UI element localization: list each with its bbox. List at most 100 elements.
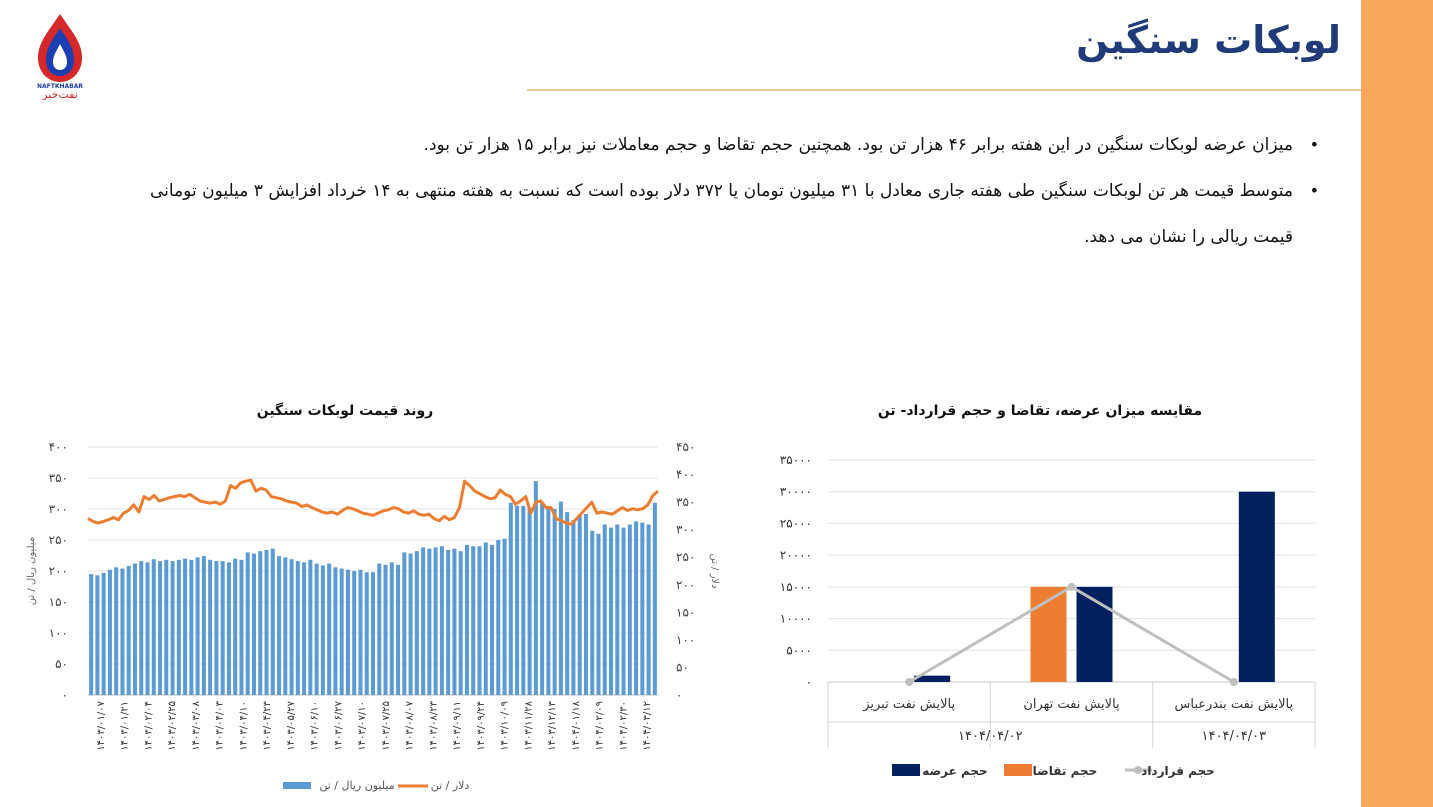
y2-tick-label: ۵۰ (676, 660, 689, 674)
volume-chart-title: مقایسه میزان عرضه، تقاضا و حجم قرارداد- … (877, 403, 1203, 419)
price-bar (352, 571, 357, 695)
y-tick-label: ۳۰۰۰۰ (780, 485, 812, 499)
price-bar (327, 563, 332, 695)
price-bar (602, 524, 607, 695)
y2-tick-label: ۲۰۰ (676, 578, 695, 592)
price-bar (101, 572, 106, 695)
summary-bullets: • میزان عرضه لوبکات سنگین در این هفته بر… (120, 122, 1323, 260)
price-bar (552, 509, 557, 695)
price-bar (433, 547, 438, 695)
legend-line-label: دلار / تن (431, 779, 470, 792)
price-bar (565, 512, 570, 695)
price-bar (521, 505, 526, 695)
price-bar (145, 562, 150, 695)
contract-volume-point (1229, 678, 1238, 686)
usd-price-line (87, 478, 659, 526)
y-tick-label: ۱۰۰ (49, 626, 68, 640)
price-bar (458, 551, 463, 695)
y-tick-label: ۳۵۰ (49, 471, 68, 485)
price-bar (502, 538, 507, 695)
price-bar (176, 559, 181, 695)
price-bar (126, 566, 131, 695)
y2-tick-label: ۲۵۰ (676, 550, 695, 564)
legend-line-label: حجم قرارداد (1141, 764, 1215, 778)
x-tick-label: ۱۴۰۳/۰۶/۲۷ (333, 700, 344, 750)
price-bar (320, 565, 325, 695)
y-tick-label: ۰ (62, 688, 68, 702)
price-bar (389, 562, 394, 695)
page-title: لوبکات سنگین (1076, 18, 1341, 62)
price-bar (596, 533, 601, 695)
price-bar (508, 502, 513, 695)
y-tick-label: ۵۰۰۰ (786, 643, 812, 657)
x-tick-label: ۱۴۰۳/۰۲/۲۵ (167, 701, 178, 751)
price-bar (295, 561, 300, 695)
y2-tick-label: ۰ (676, 688, 682, 702)
y-tick-label: ۲۰۰ (49, 564, 68, 578)
bullet-text: میزان عرضه لوبکات سنگین در این هفته براب… (423, 135, 1293, 155)
price-bar (258, 551, 263, 695)
x-tick-label: ۱۴۰۳/۰۲/۰۴ (143, 701, 154, 751)
price-bar (164, 559, 169, 695)
y-tick-label: ۰ (806, 675, 812, 689)
naftkhabar-logo: NAFTKHABAR نفت‌خبر (26, 10, 96, 101)
price-bar (571, 520, 576, 695)
legend-demand-swatch (1004, 764, 1032, 776)
volume-bar (1076, 586, 1113, 682)
price-bar (377, 563, 382, 695)
price-bar (496, 540, 501, 695)
contract-volume-point (1067, 582, 1076, 591)
x-category-label: پالایش نفت بندرعباس (1175, 697, 1294, 712)
price-bar (314, 563, 319, 695)
price-bar (609, 527, 614, 695)
x-tick-label: ۱۴۰۳/۰۷/۲۵ (381, 701, 392, 751)
price-bar (652, 502, 657, 695)
bullet-dot-icon: • (1309, 181, 1319, 200)
bullet-item: • میزان عرضه لوبکات سنگین در این هفته بر… (120, 122, 1323, 168)
legend-demand-label: حجم تقاضا (1033, 764, 1098, 778)
contract-volume-line (908, 585, 1235, 684)
y-tick-label: ۴۰۰ (49, 440, 68, 454)
accent-side-band (1361, 0, 1433, 807)
price-bar (333, 567, 338, 695)
legend-bar-label: میلیون ریال / تن (319, 779, 394, 792)
price-bar (452, 548, 457, 695)
x-tick-label: ۱۴۰۳/۰۶/۱۰ (310, 701, 321, 751)
price-bar (364, 572, 369, 695)
price-bar (396, 564, 401, 695)
price-bar (339, 568, 344, 695)
x-tick-label: ۱۴۰۳/۰۱/۲۱ (120, 701, 131, 751)
price-bar (640, 522, 645, 695)
price-bar (446, 549, 451, 695)
y-tick-label: ۵۰ (55, 657, 68, 671)
price-bar (270, 548, 275, 695)
y-tick-label: ۲۵۰ (49, 533, 68, 547)
x-category-label: پالایش نفت تهران (1023, 697, 1120, 712)
price-bar (540, 502, 545, 695)
y2-tick-label: ۳۰۰ (676, 523, 695, 537)
x-tick-label: ۱۴۰۳/۰۸/۲۳ (428, 700, 439, 750)
price-bar (402, 552, 407, 695)
y-axis-title: میلیون ریال / تن (26, 537, 37, 605)
price-bar (151, 559, 156, 695)
title-divider (527, 89, 1361, 91)
x-tick-label: ۱۴۰۳/۰۹/۱۱ (452, 701, 463, 751)
price-bar (477, 546, 482, 695)
price-bar (120, 568, 125, 695)
y2-axis-title: دلار / تن (709, 553, 720, 588)
bullet-item: • متوسط قیمت هر تن لوبکات سنگین طی هفته … (120, 168, 1323, 260)
x-tick-label: ۱۴۰۴/۰۱/۱۸ (571, 700, 582, 750)
y2-tick-label: ۴۰۰ (676, 468, 695, 482)
legend-supply-swatch (892, 764, 920, 776)
price-bar (358, 569, 363, 695)
price-bar (220, 561, 225, 695)
x-tick-label: ۱۴۰۳/۱۲/۱۳ (547, 700, 558, 750)
price-bar (345, 569, 350, 695)
price-bar (283, 557, 288, 695)
y-tick-label: ۲۰۰۰۰ (780, 548, 812, 562)
legend-line-marker (1134, 766, 1142, 774)
price-bar (483, 542, 488, 695)
price-bar (577, 515, 582, 695)
y-tick-label: ۳۵۰۰۰ (780, 453, 812, 467)
price-bar (189, 559, 194, 695)
